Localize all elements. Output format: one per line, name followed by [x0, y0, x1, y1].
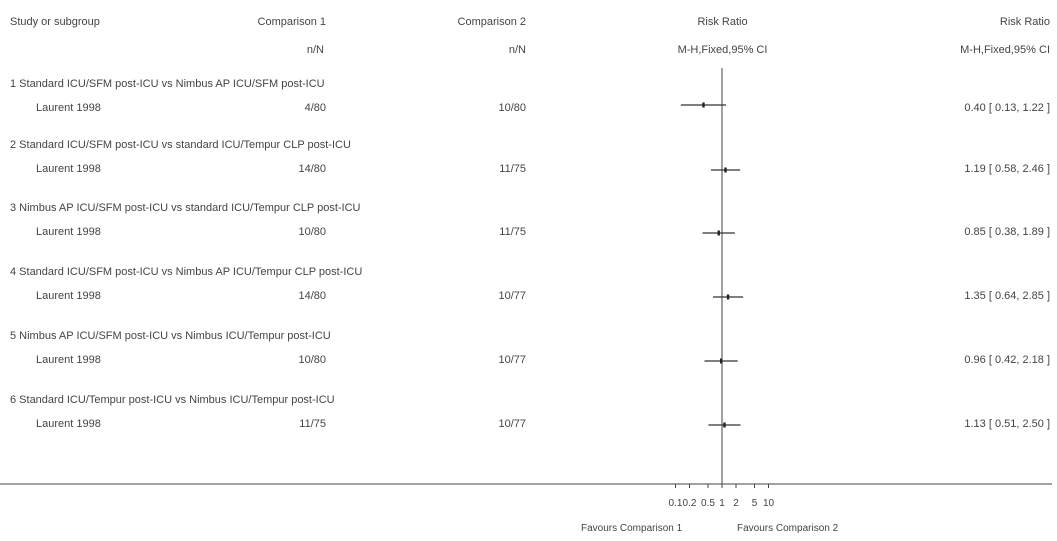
favours-comparison-2-label: Favours Comparison 2 — [737, 523, 839, 534]
header-study: Study or subgroup — [10, 16, 100, 28]
risk-ratio-value: 1.35 [ 0.64, 2.85 ] — [964, 290, 1050, 302]
comparison-1-value: 4/80 — [304, 102, 326, 114]
study-name: Laurent 1998 — [36, 354, 101, 366]
subgroup-title: 1 Standard ICU/SFM post-ICU vs Nimbus AP… — [10, 78, 325, 90]
subgroup-title: 4 Standard ICU/SFM post-ICU vs Nimbus AP… — [10, 266, 363, 278]
comparison-1-value: 14/80 — [298, 290, 326, 302]
axis-tick-label: 5 — [752, 498, 758, 509]
subgroup-1: 1 Standard ICU/SFM post-ICU vs Nimbus AP… — [0, 78, 1057, 130]
study-name: Laurent 1998 — [36, 102, 101, 114]
subheader-risk-ratio-text: M-H,Fixed,95% CI — [960, 44, 1050, 56]
point-estimate-marker — [724, 167, 727, 173]
point-estimate-marker — [726, 294, 730, 300]
comparison-1-value: 10/80 — [298, 354, 326, 366]
point-estimate-marker — [717, 230, 720, 236]
subgroup-4: 4 Standard ICU/SFM post-ICU vs Nimbus AP… — [0, 266, 1057, 318]
subheader-risk-ratio-plot: M-H,Fixed,95% CI — [677, 44, 768, 56]
axis-tick-label: 1 — [719, 498, 725, 509]
subgroup-5: 5 Nimbus AP ICU/SFM post-ICU vs Nimbus I… — [0, 330, 1057, 382]
header-risk-ratio-text: Risk Ratio — [999, 16, 1050, 28]
subgroup-title: 6 Standard ICU/Tempur post-ICU vs Nimbus… — [10, 394, 335, 406]
subheader-comparison-1: n/N — [306, 44, 324, 56]
axis-tick-label: 10 — [763, 498, 775, 509]
subgroup-title: 3 Nimbus AP ICU/SFM post-ICU vs standard… — [10, 202, 361, 214]
comparison-2-value: 10/77 — [498, 290, 526, 302]
study-name: Laurent 1998 — [36, 290, 101, 302]
axis-tick-label: 2 — [733, 498, 739, 509]
header-comparison-2: Comparison 2 — [457, 16, 526, 28]
point-estimate-marker — [702, 102, 705, 108]
comparison-1-value: 14/80 — [298, 163, 326, 175]
study-name: Laurent 1998 — [36, 226, 101, 238]
comparison-2-value: 10/80 — [498, 102, 526, 114]
comparison-2-value: 10/77 — [498, 418, 526, 430]
comparison-2-value: 11/75 — [499, 226, 526, 238]
favours-comparison-1-label: Favours Comparison 1 — [581, 523, 683, 534]
risk-ratio-value: 0.96 [ 0.42, 2.18 ] — [964, 354, 1050, 366]
comparison-1-value: 11/75 — [299, 418, 326, 430]
axis-tick-label: 0.2 — [683, 498, 697, 509]
subgroup-3: 3 Nimbus AP ICU/SFM post-ICU vs standard… — [0, 202, 1057, 254]
risk-ratio-value: 0.85 [ 0.38, 1.89 ] — [964, 226, 1050, 238]
subgroup-title: 2 Standard ICU/SFM post-ICU vs standard … — [10, 139, 351, 151]
study-name: Laurent 1998 — [36, 418, 101, 430]
comparison-2-value: 11/75 — [499, 163, 526, 175]
axis-tick-label: 0.1 — [669, 498, 683, 509]
point-estimate-marker — [719, 358, 723, 364]
risk-ratio-value: 1.19 [ 0.58, 2.46 ] — [964, 163, 1050, 175]
axis-tick-label: 0.5 — [701, 498, 715, 509]
point-estimate-marker — [723, 422, 726, 428]
comparison-2-value: 10/77 — [498, 354, 526, 366]
subgroup-2: 2 Standard ICU/SFM post-ICU vs standard … — [0, 139, 1057, 191]
subheader-comparison-2: n/N — [508, 44, 526, 56]
subgroup-title: 5 Nimbus AP ICU/SFM post-ICU vs Nimbus I… — [10, 330, 331, 342]
study-name: Laurent 1998 — [36, 163, 101, 175]
subgroup-6: 6 Standard ICU/Tempur post-ICU vs Nimbus… — [0, 394, 1057, 446]
comparison-1-value: 10/80 — [298, 226, 326, 238]
risk-ratio-value: 0.40 [ 0.13, 1.22 ] — [964, 102, 1050, 114]
risk-ratio-value: 1.13 [ 0.51, 2.50 ] — [964, 418, 1050, 430]
header-comparison-1: Comparison 1 — [257, 16, 326, 28]
header-risk-ratio-plot: Risk Ratio — [697, 16, 748, 28]
